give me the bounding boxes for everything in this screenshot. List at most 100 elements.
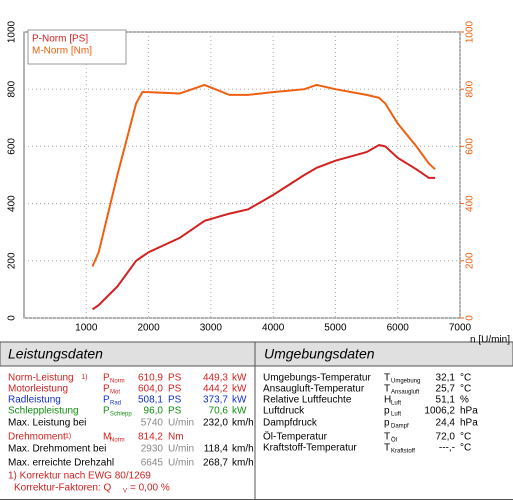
- unit: U/min: [168, 444, 194, 455]
- right-title: Umgebungsdaten: [264, 346, 375, 362]
- value: 268,7: [203, 458, 228, 469]
- y-tick-label: 600: [7, 138, 18, 155]
- unit: PS: [168, 406, 182, 417]
- row-label: Luftdruck: [263, 406, 305, 417]
- symbol-sub: Norm: [110, 438, 125, 444]
- value: 604,0: [138, 384, 163, 395]
- row-label: Radleistung: [8, 395, 61, 406]
- unit: °C: [460, 384, 471, 395]
- footnote: 1) Korrektur nach EWG 80/1269: [8, 471, 151, 482]
- x-tick-label: 7000: [449, 323, 472, 334]
- unit: PS: [168, 384, 182, 395]
- y2-tick-label: 800: [465, 80, 476, 97]
- x-tick-label: 3000: [200, 323, 223, 334]
- y2-tick-label: 200: [465, 252, 476, 269]
- legend-entry: P-Norm [PS]: [32, 34, 88, 45]
- value: 51,1: [436, 395, 456, 406]
- value: 25,7: [436, 384, 456, 395]
- unit: hPa: [460, 418, 478, 429]
- value: 449,3: [203, 373, 228, 384]
- row-note: 1): [81, 374, 87, 381]
- y-tick-label: 0: [7, 315, 18, 321]
- factor: Korrektur-Faktoren: Q: [14, 483, 111, 494]
- value: 444,2: [203, 384, 228, 395]
- x-tick-label: 1000: [75, 323, 98, 334]
- symbol: p: [384, 418, 390, 429]
- y-tick-label: 200: [7, 252, 18, 269]
- series-line: [91, 143, 436, 311]
- y-tick-label: 1000: [7, 20, 18, 43]
- unit: PS: [168, 395, 182, 406]
- row-label: Schleppleistung: [8, 406, 79, 417]
- value: ---,-: [439, 443, 455, 454]
- value: 373,7: [203, 395, 228, 406]
- legend-box: [27, 29, 127, 65]
- unit: %: [460, 395, 469, 406]
- series-line: [91, 83, 436, 267]
- symbol: T: [384, 384, 390, 395]
- symbol: M: [103, 432, 111, 443]
- symbol-sub: Luft: [391, 412, 401, 418]
- value: 6645: [141, 458, 164, 469]
- row-label: Norm-Leistung: [8, 373, 74, 384]
- row-note: 1): [65, 433, 71, 440]
- row-label: Max. erreichte Drehzahl: [8, 458, 114, 469]
- symbol: P: [103, 373, 110, 384]
- unit: kW: [232, 406, 247, 417]
- unit: hPa: [460, 406, 478, 417]
- value: 118,4: [204, 444, 229, 455]
- table-header-band: [0, 341, 513, 367]
- symbol: p: [384, 406, 390, 417]
- left-title: Leistungsdaten: [8, 346, 103, 362]
- y-tick-label: 400: [7, 195, 18, 212]
- x-tick-label: 5000: [324, 323, 347, 334]
- y2-tick-label: 400: [465, 195, 476, 212]
- symbol: P: [103, 406, 110, 417]
- unit: PS: [168, 373, 182, 384]
- symbol-sub: Rad: [110, 401, 121, 407]
- y-tick-label: 800: [7, 80, 18, 97]
- value: 70,6: [209, 406, 229, 417]
- unit: Nm: [168, 432, 184, 443]
- legend-entry: M-Norm [Nm]: [32, 46, 92, 57]
- symbol-sub: Kraftstoff: [391, 449, 415, 455]
- value: 32,1: [436, 373, 456, 384]
- value: 72,0: [436, 432, 456, 443]
- value: 814,2: [138, 432, 163, 443]
- value: 5740: [141, 418, 164, 429]
- y2-tick-label: 600: [465, 138, 476, 155]
- row-label: Drehmoment: [8, 432, 66, 443]
- row-label: Motorleistung: [8, 384, 68, 395]
- unit: km/h: [232, 418, 254, 429]
- symbol: P: [103, 395, 110, 406]
- symbol-sub: Ansaugluft: [391, 390, 420, 396]
- x-tick-label: 6000: [387, 323, 410, 334]
- unit: °C: [460, 443, 471, 454]
- symbol: T: [384, 443, 390, 454]
- factor-value: = 0,00 %: [130, 483, 170, 494]
- x-tick-label: 4000: [262, 323, 285, 334]
- symbol-sub: Norm: [110, 379, 125, 385]
- symbol-sub: Umgebung: [391, 379, 420, 385]
- row-label: Umgebungs-Temperatur: [263, 373, 371, 384]
- row-label: Öl-Temperatur: [263, 431, 328, 443]
- unit: kW: [232, 395, 247, 406]
- value: 1006,2: [424, 406, 455, 417]
- value: 2930: [141, 444, 164, 455]
- symbol-sub: Öl: [391, 437, 397, 444]
- row-label: Kraftstoff-Temperatur: [263, 443, 357, 454]
- y2-tick-label: 0: [465, 315, 476, 321]
- row-label: Dampfdruck: [263, 418, 318, 429]
- unit: U/min: [168, 458, 194, 469]
- unit: kW: [232, 384, 247, 395]
- value: 232,0: [203, 418, 228, 429]
- symbol-sub: Schlepp: [110, 412, 132, 418]
- unit: kW: [232, 373, 247, 384]
- symbol-sub: Luft: [391, 401, 401, 407]
- row-label: Max. Drehmoment bei: [8, 444, 106, 455]
- row-label: Ansaugluft-Temperatur: [263, 384, 365, 395]
- y2-tick-label: 1000: [465, 20, 476, 43]
- symbol: H: [384, 395, 391, 406]
- unit: °C: [460, 373, 471, 384]
